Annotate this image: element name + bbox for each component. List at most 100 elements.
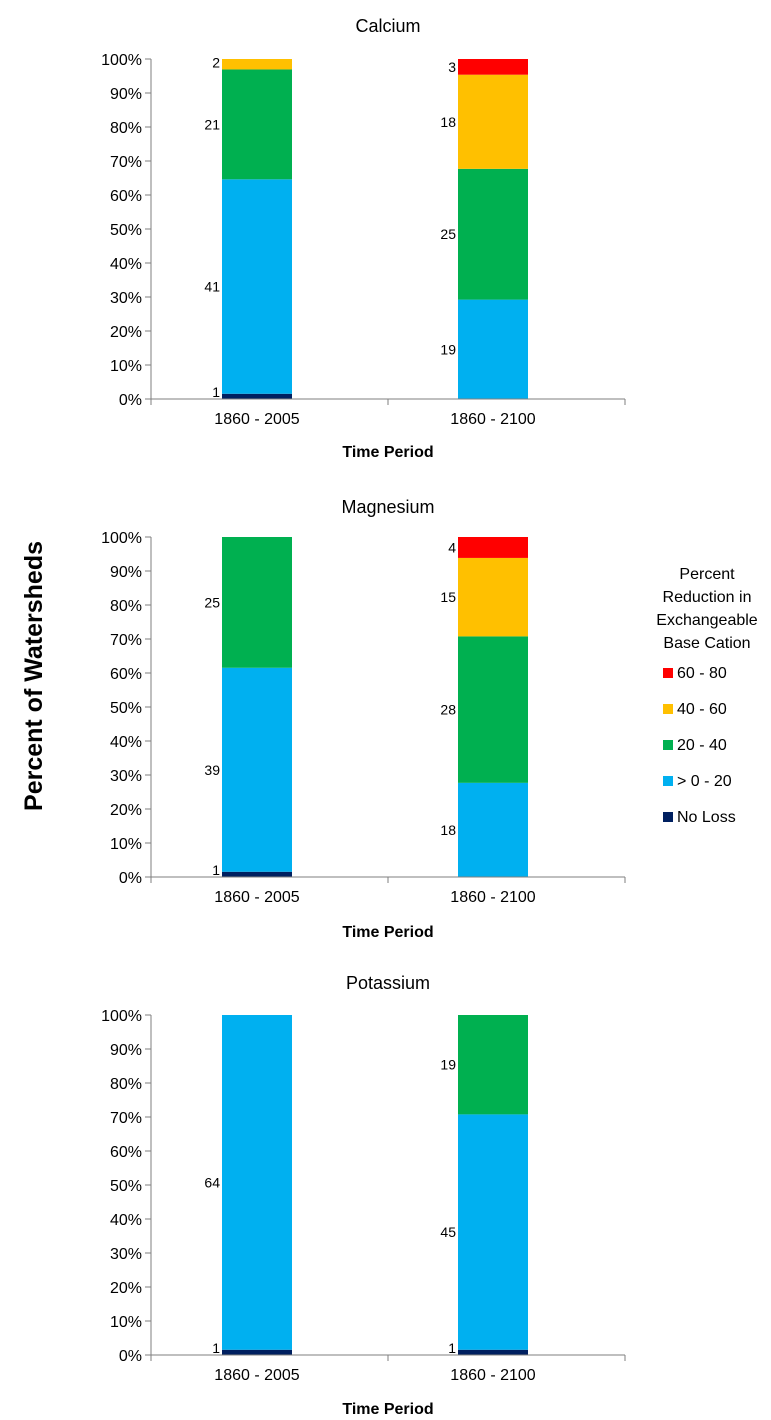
y-tick-label: 60% bbox=[110, 1144, 142, 1161]
x-tick-label: 1860 - 2005 bbox=[214, 889, 300, 906]
x-tick-label: 1860 - 2005 bbox=[214, 1367, 300, 1384]
x-tick-label: 1860 - 2100 bbox=[450, 1367, 536, 1384]
y-tick-label: 50% bbox=[110, 1178, 142, 1195]
bar-segment bbox=[222, 393, 292, 399]
y-tick-label: 10% bbox=[110, 1314, 142, 1331]
data-label: 4 bbox=[448, 539, 456, 555]
bar-segment bbox=[222, 871, 292, 877]
data-label: 39 bbox=[204, 762, 220, 778]
x-tick-label: 1860 - 2100 bbox=[450, 411, 536, 428]
data-label: 64 bbox=[204, 1174, 220, 1190]
data-label: 28 bbox=[440, 702, 456, 718]
legend-swatch bbox=[663, 668, 673, 678]
y-tick-label: 30% bbox=[110, 1246, 142, 1263]
y-tick-label: 10% bbox=[110, 358, 142, 375]
data-label: 1 bbox=[212, 384, 220, 400]
bar-segment bbox=[222, 179, 292, 394]
legend-swatch bbox=[663, 812, 673, 822]
legend-title-line: Base Cation bbox=[663, 635, 750, 652]
data-label: 2 bbox=[212, 54, 220, 70]
chart-panel-2: Magnesium 0% 10% 20% 30% 40% 50% 60% 70% 80% 90% 10… bbox=[101, 497, 626, 941]
bar-segment bbox=[458, 299, 528, 399]
bar-segment bbox=[458, 59, 528, 75]
legend-label: No Loss bbox=[677, 809, 736, 826]
bar-segment bbox=[458, 557, 528, 637]
y-tick-label: 80% bbox=[110, 120, 142, 137]
bar-segment bbox=[458, 782, 528, 877]
legend-label: 40 - 60 bbox=[677, 701, 727, 718]
bar-segment bbox=[458, 1114, 528, 1350]
y-tick-label: 100% bbox=[101, 530, 142, 547]
y-tick-label: 40% bbox=[110, 256, 142, 273]
legend-title-line: Reduction in bbox=[663, 589, 752, 606]
legend-swatch bbox=[663, 740, 673, 750]
bar-segment bbox=[222, 1015, 292, 1350]
x-tick-label: 1860 - 2100 bbox=[450, 889, 536, 906]
bar-segment bbox=[458, 1015, 528, 1115]
chart-title: Calcium bbox=[355, 16, 420, 36]
data-label: 15 bbox=[440, 589, 456, 605]
legend-title-line: Percent bbox=[679, 566, 735, 583]
bar-segment bbox=[458, 1349, 528, 1355]
bar-segment bbox=[222, 59, 292, 70]
data-label: 21 bbox=[204, 116, 220, 132]
y-tick-label: 80% bbox=[110, 598, 142, 615]
bar-segment bbox=[458, 74, 528, 169]
y-tick-label: 30% bbox=[110, 768, 142, 785]
data-label: 41 bbox=[204, 279, 220, 295]
chart-title: Magnesium bbox=[341, 497, 434, 517]
data-label: 45 bbox=[440, 1224, 456, 1240]
y-tick-label: 20% bbox=[110, 1280, 142, 1297]
chart-panel-1: Calcium 0% 10% 20% 30% 40% 50% 60% 70% 80% 90% 100%… bbox=[101, 16, 626, 461]
y-tick-label: 40% bbox=[110, 1212, 142, 1229]
x-axis-label: Time Period bbox=[342, 1401, 433, 1418]
shared-y-axis-label: Percent of Watersheds bbox=[20, 541, 48, 811]
y-tick-label: 100% bbox=[101, 1008, 142, 1025]
y-tick-label: 40% bbox=[110, 734, 142, 751]
legend-label: 60 - 80 bbox=[677, 665, 727, 682]
y-tick-label: 70% bbox=[110, 1110, 142, 1127]
y-tick-label: 30% bbox=[110, 290, 142, 307]
chart-title: Potassium bbox=[346, 973, 430, 993]
data-label: 3 bbox=[448, 59, 456, 75]
y-tick-label: 90% bbox=[110, 1042, 142, 1059]
y-tick-label: 70% bbox=[110, 154, 142, 171]
bar-segment bbox=[222, 69, 292, 180]
legend: Percent Reduction in Exchangeable Base Cati… bbox=[656, 566, 758, 826]
y-tick-label: 60% bbox=[110, 188, 142, 205]
bar-segment bbox=[458, 537, 528, 558]
y-tick-label: 20% bbox=[110, 802, 142, 819]
bar-segment bbox=[222, 1349, 292, 1355]
legend-title-line: Exchangeable bbox=[656, 612, 758, 629]
data-label: 18 bbox=[440, 822, 456, 838]
y-tick-label: 60% bbox=[110, 666, 142, 683]
data-label: 1 bbox=[448, 1340, 456, 1356]
y-tick-label: 0% bbox=[119, 1348, 142, 1365]
bar-segment bbox=[458, 636, 528, 783]
y-tick-label: 100% bbox=[101, 52, 142, 69]
data-label: 1 bbox=[212, 1340, 220, 1356]
data-label: 25 bbox=[204, 594, 220, 610]
y-tick-label: 0% bbox=[119, 870, 142, 887]
data-label: 25 bbox=[440, 226, 456, 242]
x-tick-label: 1860 - 2005 bbox=[214, 411, 300, 428]
y-tick-label: 20% bbox=[110, 324, 142, 341]
bar-segment bbox=[458, 168, 528, 300]
y-tick-label: 70% bbox=[110, 632, 142, 649]
y-tick-label: 0% bbox=[119, 392, 142, 409]
data-label: 19 bbox=[440, 341, 456, 357]
x-axis-label: Time Period bbox=[342, 444, 433, 461]
data-label: 18 bbox=[440, 114, 456, 130]
bar-segment bbox=[222, 667, 292, 872]
bar-segment bbox=[222, 537, 292, 668]
chart-panel-3: Potassium 0% 10% 20% 30% 40% 50% 60% 70% 80% 90% 10… bbox=[101, 973, 626, 1418]
data-label: 19 bbox=[440, 1057, 456, 1073]
y-tick-label: 80% bbox=[110, 1076, 142, 1093]
y-tick-label: 50% bbox=[110, 700, 142, 717]
y-tick-label: 50% bbox=[110, 222, 142, 239]
legend-label: 20 - 40 bbox=[677, 737, 727, 754]
y-tick-label: 10% bbox=[110, 836, 142, 853]
data-label: 1 bbox=[212, 862, 220, 878]
